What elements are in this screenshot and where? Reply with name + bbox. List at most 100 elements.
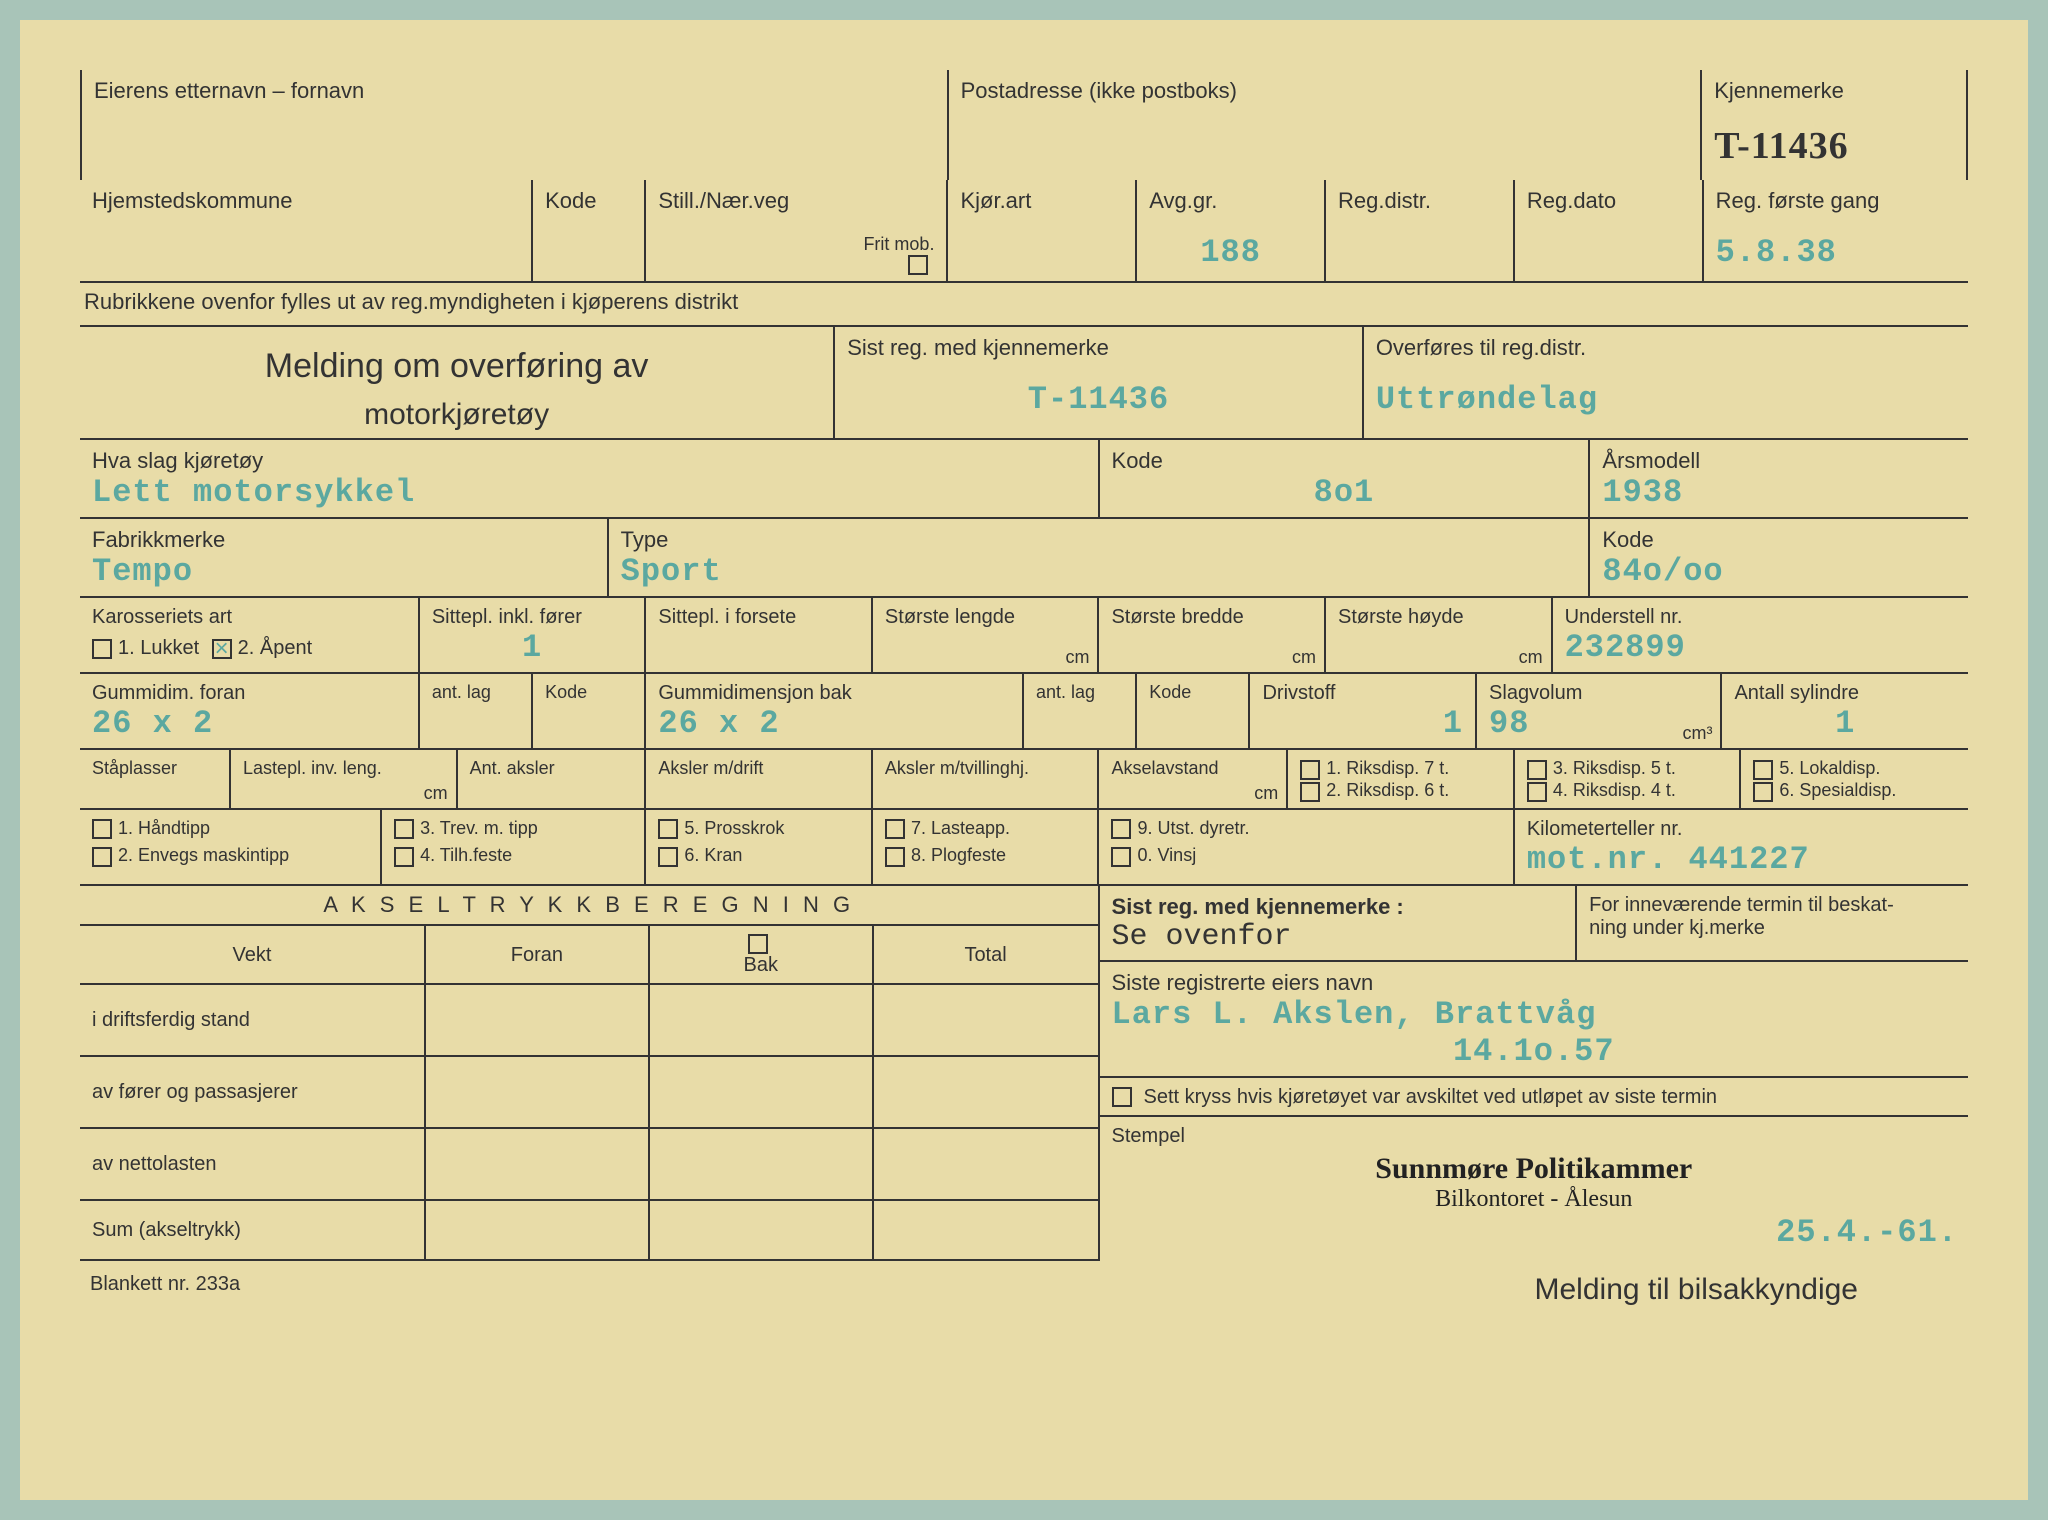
c6-checkbox[interactable] — [658, 847, 678, 867]
disp-value: 98 — [1489, 705, 1708, 742]
d3-checkbox[interactable] — [1527, 760, 1547, 780]
still-cell: Still./Nær.veg Frit mob. — [646, 180, 948, 281]
c9-checkbox[interactable] — [1111, 819, 1131, 839]
make-value: Tempo — [92, 553, 595, 590]
c4-checkbox[interactable] — [394, 847, 414, 867]
body-cell: Karosseriets art 1. Lukket 2. Åpent — [80, 598, 420, 672]
lastowner-date: 14.1o.57 — [1112, 1033, 1956, 1070]
regdistr-label: Reg.distr. — [1338, 188, 1501, 214]
cyl-value: 1 — [1734, 705, 1955, 742]
axle-title: A K S E L T R Y K K B E R E G N I N G — [323, 892, 854, 917]
c2-label: 2. Envegs maskintipp — [118, 845, 289, 865]
height-label: Største høyde — [1338, 606, 1539, 629]
model-label: Type — [621, 527, 1577, 553]
c34-cell: 3. Trev. m. tipp 4. Tilh.feste — [382, 810, 646, 884]
still-label: Still./Nær.veg — [658, 188, 934, 214]
antaksler-cell: Ant. aksler — [458, 750, 647, 808]
fritmob-checkbox[interactable] — [908, 255, 928, 275]
c7-checkbox[interactable] — [885, 819, 905, 839]
vehicle-type-cell: Hva slag kjøretøy Lett motorsykkel — [80, 440, 1100, 517]
c1-checkbox[interactable] — [92, 819, 112, 839]
body-label: Karosseriets art — [92, 606, 406, 629]
tire-rear-cell: Gummidimensjon bak 26 x 2 — [646, 674, 1024, 748]
kryss-checkbox[interactable] — [1112, 1087, 1132, 1107]
antlag2-label: ant. lag — [1036, 682, 1123, 703]
c1-label: 1. Håndtipp — [118, 818, 210, 838]
length-label: Største lengde — [885, 606, 1086, 629]
footer-title: Melding til bilsakkyndige — [1535, 1273, 1859, 1307]
kode6b-label: Kode — [1149, 682, 1236, 703]
km-label: Kilometerteller nr. — [1527, 818, 1956, 841]
seatsf-label: Sittepl. i forsete — [658, 606, 859, 629]
tire-front-label: Gummidim. foran — [92, 682, 406, 705]
km-cell: Kilometerteller nr. mot.nr. 441227 — [1515, 810, 1968, 884]
tire-front-value: 26 x 2 — [92, 705, 406, 742]
regdato-label: Reg.dato — [1527, 188, 1690, 214]
last-reg-cell: Sist reg. med kjennemerke T-11436 — [835, 327, 1364, 438]
address-label: Postadresse (ikke postboks) — [961, 78, 1689, 104]
c0-checkbox[interactable] — [1111, 847, 1131, 867]
apent-checkbox[interactable] — [212, 639, 232, 659]
address-value — [961, 104, 1689, 140]
sta-label: Ståplasser — [92, 758, 217, 779]
stamp-line1: Sunnmøre Politikammer — [1375, 1152, 1692, 1185]
lukket-checkbox[interactable] — [92, 639, 112, 659]
form-title-cell: Melding om overføring av motorkjøretøy — [80, 327, 835, 438]
fuel-label: Drivstoff — [1262, 682, 1463, 705]
transfer-cell: Overføres til reg.distr. Uttrøndelag — [1364, 327, 1968, 438]
make-cell: Fabrikkmerke Tempo — [80, 519, 609, 596]
c5-checkbox[interactable] — [658, 819, 678, 839]
arow4-label: Sum (akseltrykk) — [92, 1219, 412, 1242]
stamp-cell: Stempel Sunnmøre Politikammer Bilkontore… — [1100, 1117, 1968, 1261]
c8-checkbox[interactable] — [885, 847, 905, 867]
regdistr-cell: Reg.distr. — [1326, 180, 1515, 281]
address-cell: Postadresse (ikke postboks) — [949, 70, 1703, 180]
sistreg2-label: Sist reg. med kjennemerke : — [1112, 894, 1564, 920]
c3-label: 3. Trev. m. tipp — [420, 818, 538, 838]
d1-checkbox[interactable] — [1300, 760, 1320, 780]
regfirst-label: Reg. første gang — [1716, 188, 1956, 214]
lastowner-value: Lars L. Akslen, Brattvåg — [1112, 996, 1956, 1033]
d4-checkbox[interactable] — [1527, 782, 1547, 802]
c3-checkbox[interactable] — [394, 819, 414, 839]
stamp-line2: Bilkontoret - Ålesun — [1435, 1186, 1632, 1212]
municipality-value — [92, 214, 519, 274]
bak-header: Bak — [743, 954, 777, 977]
chassis-cell: Understell nr. 232899 — [1553, 598, 1968, 672]
municipality-cell: Hjemstedskommune — [80, 180, 533, 281]
chassis-value: 232899 — [1565, 629, 1956, 666]
d5-checkbox[interactable] — [1753, 760, 1773, 780]
cm-unit-5: cm — [1254, 783, 1278, 804]
kryss-label: Sett kryss hvis kjøretøyet var avskiltet… — [1144, 1086, 1718, 1109]
year-cell: Årsmodell 1938 — [1590, 440, 1968, 517]
fortermin-cell: For inneværende termin til beskat- ning … — [1577, 886, 1968, 960]
c78-cell: 7. Lasteapp. 8. Plogfeste — [873, 810, 1100, 884]
fuel-value: 1 — [1262, 705, 1463, 742]
regfirst-value: 5.8.38 — [1716, 234, 1956, 271]
kode4-value: 84o/oo — [1602, 553, 1956, 590]
c5-label: 5. Prosskrok — [684, 818, 784, 838]
owner-name-value — [94, 104, 935, 174]
apent-label: 2. Åpent — [238, 637, 313, 659]
antlag1-cell: ant. lag — [420, 674, 533, 748]
aksdrift-cell: Aksler m/drift — [646, 750, 873, 808]
d2-checkbox[interactable] — [1300, 782, 1320, 802]
model-cell: Type Sport — [609, 519, 1591, 596]
vehicle-type-value: Lett motorsykkel — [92, 474, 1086, 511]
vehicle-type-label: Hva slag kjøretøy — [92, 448, 1086, 474]
arow3-label: av nettolasten — [92, 1153, 412, 1176]
fuel-cell: Drivstoff 1 — [1250, 674, 1477, 748]
regfirst-cell: Reg. første gang 5.8.38 — [1704, 180, 1968, 281]
last-reg-value: T-11436 — [847, 381, 1350, 418]
c7-label: 7. Lasteapp. — [911, 818, 1010, 838]
avggr-value: 188 — [1149, 234, 1312, 271]
km-value: mot.nr. 441227 — [1527, 841, 1956, 878]
bak-checkbox[interactable] — [748, 934, 768, 954]
c12-cell: 1. Håndtipp 2. Envegs maskintipp — [80, 810, 382, 884]
tire-rear-value: 26 x 2 — [658, 705, 1010, 742]
cm-unit-1: cm — [1065, 647, 1089, 668]
d6-checkbox[interactable] — [1753, 782, 1773, 802]
tire-rear-label: Gummidimensjon bak — [658, 682, 1010, 705]
c2-checkbox[interactable] — [92, 847, 112, 867]
c8-label: 8. Plogfeste — [911, 845, 1006, 865]
